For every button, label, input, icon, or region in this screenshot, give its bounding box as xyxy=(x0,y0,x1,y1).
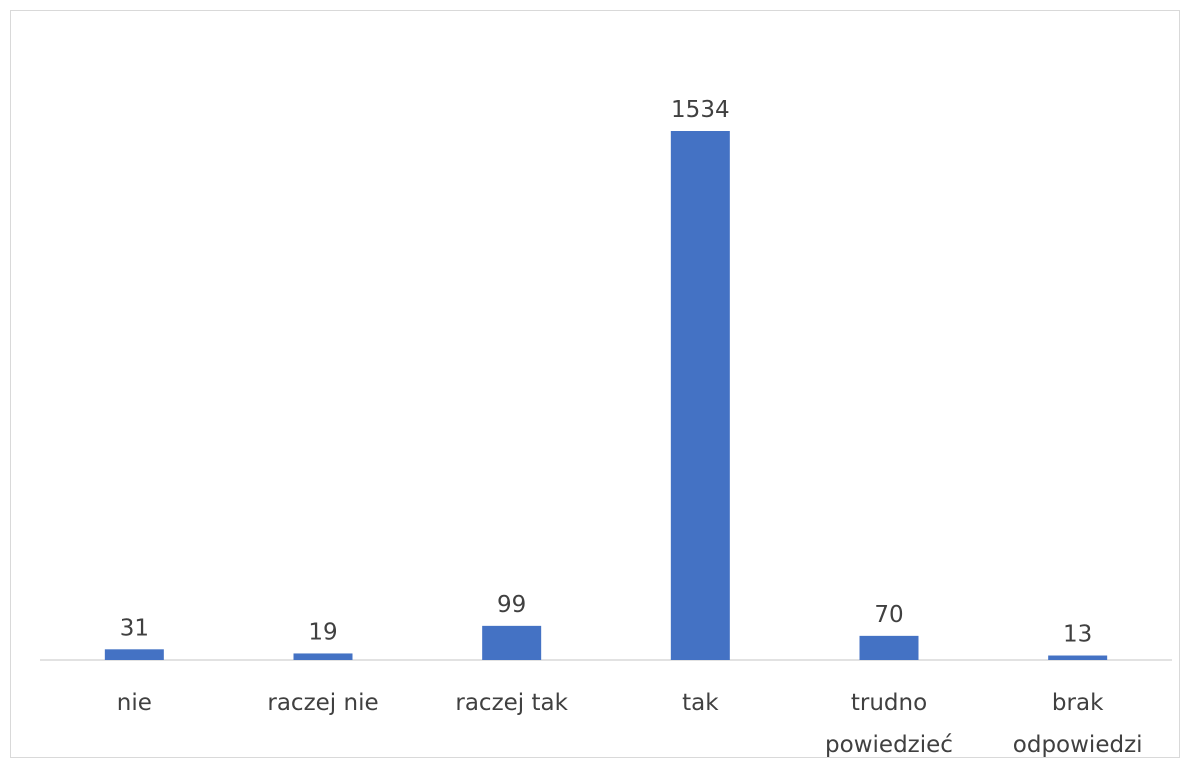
value-label-5: 13 xyxy=(1063,622,1092,648)
category-label-line: raczej tak xyxy=(455,690,568,716)
category-label-line: nie xyxy=(117,690,152,716)
category-label-line: tak xyxy=(682,690,719,716)
bar-1 xyxy=(293,653,353,660)
chart-frame xyxy=(10,10,1180,758)
value-label-2: 99 xyxy=(497,592,526,618)
value-label-0: 31 xyxy=(120,615,149,641)
bar-0 xyxy=(104,649,164,660)
category-label-1: raczej nie xyxy=(267,690,378,716)
category-labels-group: nie raczej nie raczej tak tak trudno powiedzi… xyxy=(117,690,1143,758)
category-label-3: tak xyxy=(682,690,719,716)
category-label-line: odpowiedzi xyxy=(1013,732,1143,758)
category-label-0: nie xyxy=(117,690,152,716)
bars-group xyxy=(104,131,1108,660)
category-label-4: trudno powiedzieć xyxy=(825,690,953,758)
category-label-line: raczej nie xyxy=(267,690,378,716)
bar-2 xyxy=(482,625,542,660)
value-label-1: 19 xyxy=(308,619,337,645)
value-label-4: 70 xyxy=(874,602,903,628)
value-labels-group: 31 19 99 1534 70 13 xyxy=(120,97,1093,648)
category-label-line: brak xyxy=(1052,690,1104,716)
bar-3 xyxy=(670,131,730,660)
bar-4 xyxy=(859,635,919,660)
category-label-5: brak odpowiedzi xyxy=(1013,690,1143,758)
category-label-2: raczej tak xyxy=(455,690,568,716)
value-label-3: 1534 xyxy=(671,97,730,123)
category-label-line: trudno xyxy=(851,690,927,716)
category-label-line: powiedzieć xyxy=(825,732,953,758)
bar-5 xyxy=(1048,655,1108,660)
